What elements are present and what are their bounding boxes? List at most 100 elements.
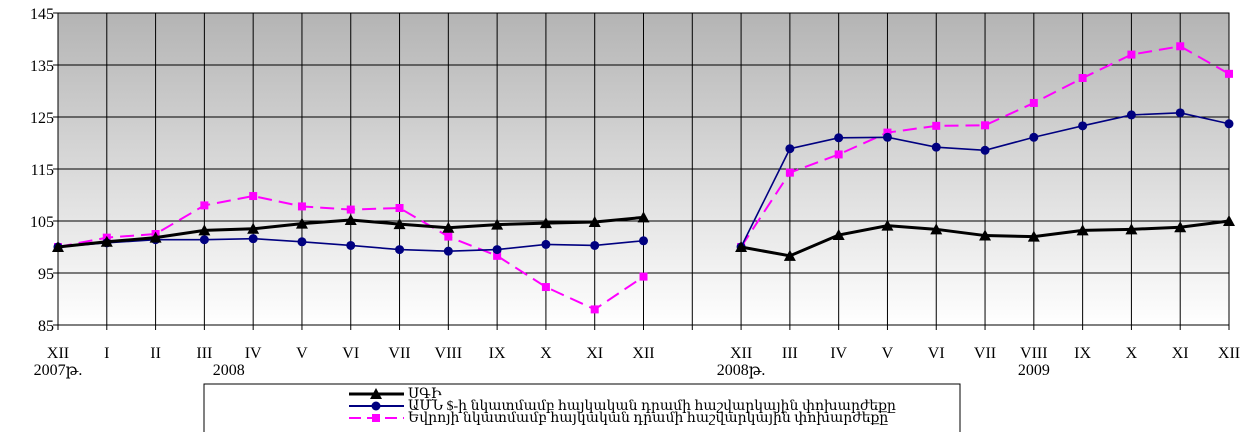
data-point — [395, 245, 405, 255]
data-point — [346, 240, 356, 250]
legend-box — [203, 383, 961, 432]
x-tick-label: I — [104, 345, 109, 362]
y-tick-label: 125 — [30, 110, 54, 127]
data-point — [637, 211, 650, 223]
data-point — [539, 217, 552, 229]
data-point — [443, 246, 453, 256]
y-tick-label: 105 — [30, 214, 54, 231]
data-point — [1078, 74, 1087, 82]
x-tick-label: II — [150, 345, 161, 362]
x-tick-label: XI — [586, 345, 603, 362]
data-point — [1223, 215, 1235, 226]
data-point — [444, 232, 453, 241]
data-point — [100, 235, 113, 247]
data-point — [1027, 230, 1040, 242]
data-point — [346, 205, 355, 214]
legend-marker — [371, 401, 381, 411]
x-tick-label: V — [296, 345, 308, 362]
data-point — [52, 241, 64, 252]
data-point — [200, 201, 209, 210]
data-point — [981, 121, 990, 130]
y-tick-label: 115 — [31, 162, 54, 179]
data-point — [393, 218, 406, 230]
x-tick-label: VI — [928, 345, 945, 362]
data-point — [1076, 224, 1089, 236]
data-point — [639, 236, 648, 246]
legend-label: ՍԳԻ — [408, 387, 442, 402]
x-tick-label: X — [540, 345, 552, 362]
data-point — [491, 218, 504, 230]
data-point — [883, 128, 892, 137]
data-point — [248, 234, 258, 244]
data-point — [881, 219, 894, 231]
data-point — [783, 249, 796, 261]
x-tick-label: III — [782, 345, 798, 362]
x-tick-label: XI — [1172, 345, 1189, 362]
data-point — [1127, 50, 1136, 59]
data-point — [1125, 223, 1138, 235]
x-tick-label: IV — [830, 345, 847, 362]
series-line — [740, 45, 1230, 248]
data-point — [932, 121, 941, 130]
data-point — [344, 213, 357, 225]
data-point — [1126, 110, 1136, 120]
data-point — [1176, 42, 1185, 51]
data-point — [882, 132, 892, 142]
legend-marker — [372, 414, 380, 422]
data-point — [541, 283, 550, 292]
x-tick-label: XII — [730, 345, 752, 362]
data-point — [1029, 98, 1038, 107]
data-point — [930, 223, 943, 235]
x-tick-label: III — [196, 345, 212, 362]
x-axis-ticks: XII I II III IV V VI VII VIII IX X XI XII XII III IV V VI… — [47, 325, 1240, 362]
data-point — [1174, 221, 1187, 233]
data-point — [588, 216, 601, 228]
x-tick-label: VIII — [1020, 345, 1048, 362]
data-point — [639, 272, 648, 281]
x-tick-label: IV — [245, 345, 262, 362]
data-point — [295, 217, 308, 229]
data-point — [590, 305, 599, 314]
year-label: 2007թ. — [34, 362, 83, 379]
data-point — [442, 221, 455, 233]
legend-label: ԱՄՆ $-ի նկատմամբ հայկական դրամի հաշվարկա… — [408, 398, 896, 414]
series-lines — [52, 42, 1235, 314]
x-tick-label: IX — [1074, 345, 1091, 362]
year-label: 2008 — [213, 362, 245, 379]
x-tick-label: XII — [632, 345, 654, 362]
data-point — [979, 229, 992, 241]
series-0 — [52, 211, 1235, 261]
y-axis-ticks: 85 95 105 115 125 135 145 — [30, 6, 58, 335]
data-point — [149, 231, 162, 243]
data-point — [735, 241, 748, 252]
data-point — [980, 145, 990, 155]
year-label: 2008թ. — [717, 362, 766, 379]
x-tick-label: VI — [342, 345, 359, 362]
series-2 — [54, 42, 1233, 314]
y-tick-label: 145 — [30, 6, 54, 23]
year-labels: 2007թ. 2008 2008թ. 2009 — [34, 362, 1050, 379]
year-label: 2009 — [1018, 362, 1050, 379]
x-tick-label: VII — [974, 345, 996, 362]
legend-label: Եվրոյի նկատմամբ հայկական դրամի հաշվարկայ… — [408, 411, 888, 426]
data-point — [1175, 108, 1185, 118]
data-point — [492, 245, 502, 255]
data-point — [785, 168, 794, 177]
data-point — [297, 237, 307, 247]
data-point — [931, 142, 941, 152]
data-point — [493, 251, 502, 260]
y-tick-label: 95 — [38, 266, 54, 283]
x-tick-label: VII — [388, 345, 410, 362]
data-point — [832, 229, 845, 241]
data-point — [199, 235, 209, 245]
data-point — [297, 202, 306, 211]
data-point — [198, 224, 211, 236]
data-point — [395, 204, 404, 212]
x-tick-label: XII — [47, 345, 69, 362]
data-point — [785, 144, 795, 154]
data-point — [249, 192, 258, 201]
y-tick-label: 135 — [30, 58, 54, 75]
legend-marker — [370, 388, 382, 399]
